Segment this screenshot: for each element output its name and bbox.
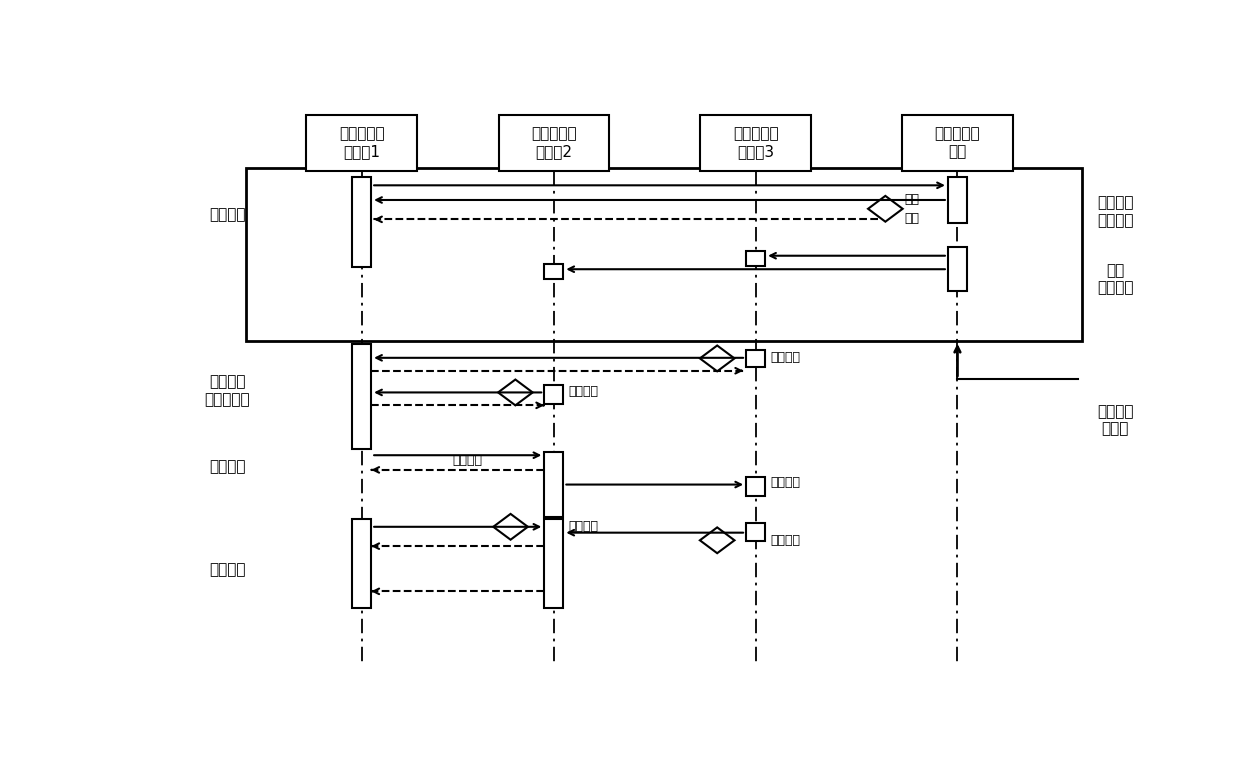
Text: 发布任务: 发布任务 (208, 207, 246, 223)
Text: 允许
广播任务: 允许 广播任务 (1096, 263, 1133, 296)
Text: 物流设备智
能个体3: 物流设备智 能个体3 (733, 126, 779, 159)
FancyBboxPatch shape (701, 115, 811, 171)
Text: 准备标书: 准备标书 (770, 351, 800, 363)
Text: 监控方智能
个体: 监控方智能 个体 (935, 126, 981, 159)
Text: 是否允许
任务发布: 是否允许 任务发布 (1096, 196, 1133, 228)
FancyBboxPatch shape (306, 115, 417, 171)
FancyBboxPatch shape (352, 177, 371, 267)
FancyBboxPatch shape (498, 115, 609, 171)
Text: 接受标书
分析、筛选: 接受标书 分析、筛选 (205, 374, 250, 407)
FancyBboxPatch shape (544, 264, 563, 279)
FancyBboxPatch shape (746, 251, 765, 266)
Text: 达成协议: 达成协议 (208, 562, 246, 577)
FancyBboxPatch shape (746, 350, 765, 367)
FancyBboxPatch shape (352, 519, 371, 608)
Text: 确定标书: 确定标书 (208, 459, 246, 475)
FancyBboxPatch shape (947, 247, 967, 291)
Text: 达成协议: 达成协议 (568, 520, 598, 533)
FancyBboxPatch shape (746, 523, 765, 542)
FancyBboxPatch shape (544, 385, 563, 404)
Text: 接受: 接受 (905, 193, 920, 206)
Text: 加工设备智
能个体1: 加工设备智 能个体1 (339, 126, 384, 159)
FancyBboxPatch shape (352, 344, 371, 450)
Text: 拒绝: 拒绝 (905, 212, 920, 225)
FancyBboxPatch shape (746, 477, 765, 496)
Text: 加强系统
全局性: 加强系统 全局性 (1096, 404, 1133, 436)
Text: 达成协议: 达成协议 (770, 534, 800, 547)
Text: 准备标书: 准备标书 (568, 385, 598, 398)
FancyBboxPatch shape (544, 519, 563, 608)
Text: 评估协议: 评估协议 (770, 475, 800, 488)
FancyBboxPatch shape (903, 115, 1013, 171)
FancyBboxPatch shape (544, 453, 563, 517)
Text: 加工设备智
能个体2: 加工设备智 能个体2 (531, 126, 577, 159)
FancyBboxPatch shape (947, 177, 967, 223)
Text: 评估协议: 评估协议 (453, 454, 482, 467)
